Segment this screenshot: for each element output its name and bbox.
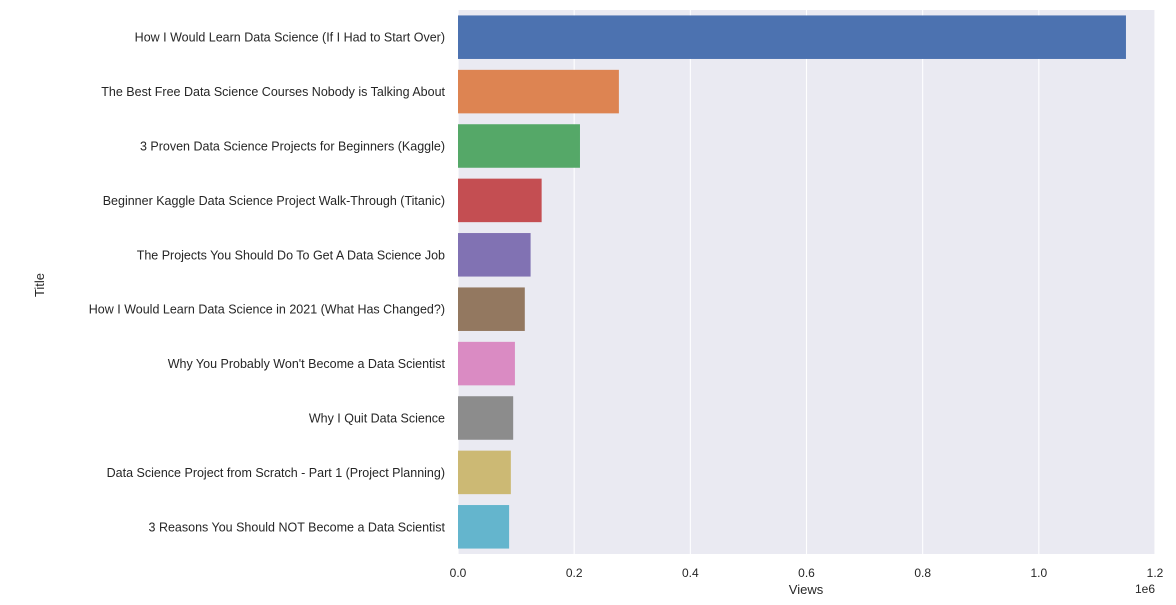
category-label: 3 Proven Data Science Projects for Begin… [140,140,445,154]
category-labels: How I Would Learn Data Science (If I Had… [89,31,446,535]
bar [458,341,515,386]
x-tick-label: 1.0 [1030,566,1047,580]
category-label: Why You Probably Won't Become a Data Sci… [168,357,446,371]
x-tick-label: 0.6 [798,566,815,580]
x-tick-label: 0.8 [914,566,931,580]
bar [458,396,514,440]
category-label: The Projects You Should Do To Get A Data… [137,248,445,262]
bar [458,69,619,114]
category-label: Beginner Kaggle Data Science Project Wal… [103,194,445,208]
x-axis-offset-label: 1e6 [1135,582,1155,596]
bar [458,505,510,549]
x-tick-label: 0.4 [682,566,699,580]
category-label: Data Science Project from Scratch - Part… [107,466,445,480]
x-axis-label: Views [789,582,824,597]
x-tick-label: 1.2 [1147,566,1164,580]
x-tick-label: 0.0 [450,566,467,580]
category-label: 3 Reasons You Should NOT Become a Data S… [149,520,446,534]
category-label: The Best Free Data Science Courses Nobod… [101,85,445,99]
bar [458,124,580,168]
category-label: Why I Quit Data Science [309,412,445,426]
bar [458,450,511,495]
bar [458,233,531,277]
x-tick-label: 0.2 [566,566,583,580]
x-tick-labels: 0.0 0.2 0.4 0.6 0.8 1.0 1.2 [450,566,1164,580]
bar [458,287,525,331]
bar [458,178,542,223]
category-label: How I Would Learn Data Science in 2021 (… [89,303,445,317]
category-label: How I Would Learn Data Science (If I Had… [135,31,445,45]
y-axis-label: Title [32,273,47,297]
bars [458,15,1126,549]
bar [458,15,1126,59]
